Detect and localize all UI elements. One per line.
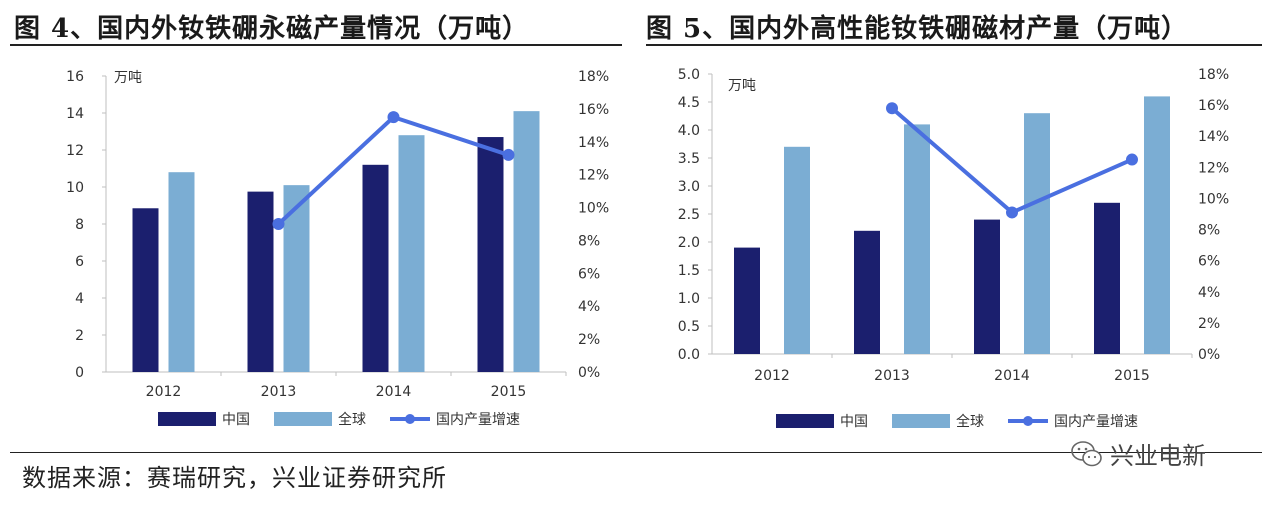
bar-china xyxy=(477,137,504,372)
y-tick-label-left: 0.5 xyxy=(678,319,700,335)
title-underline-left xyxy=(10,44,622,46)
legend-global-swatch xyxy=(274,412,332,426)
y-tick-label-left: 3.5 xyxy=(678,151,700,167)
legend-china-swatch xyxy=(776,414,834,428)
watermark: 兴业电新 xyxy=(1070,436,1206,471)
y-tick-label-right: 2% xyxy=(578,332,600,348)
bar-global xyxy=(784,146,810,354)
growth-point xyxy=(1006,206,1018,219)
y-tick-label-left: 2 xyxy=(75,328,84,344)
unit-label: 万吨 xyxy=(728,78,756,94)
x-category-label: 2012 xyxy=(146,384,182,400)
y-tick-label-right: 8% xyxy=(578,233,600,249)
y-tick-label-right: 12% xyxy=(578,168,609,184)
bar-china xyxy=(247,191,274,372)
bar-global xyxy=(168,172,195,372)
y-tick-label-left: 8 xyxy=(75,217,84,233)
figure-5-title: 图 5、国内外高性能钕铁硼磁材产量（万吨） xyxy=(646,14,1189,44)
bar-china xyxy=(1094,202,1120,354)
y-tick-label-right: 14% xyxy=(578,135,609,151)
y-tick-label-left: 2.0 xyxy=(678,235,700,251)
bar-china xyxy=(854,230,880,354)
data-source-note: 数据来源：赛瑞研究，兴业证券研究所 xyxy=(22,464,447,492)
chart-figure-5: 0.0 0.5 1.0 1.5 2.0 2.5 3.0 3.5 4.0 4.5 5.0 0% 2% 4% 6… xyxy=(646,52,1262,450)
wechat-icon xyxy=(1071,440,1102,466)
y-tick-label-right: 6% xyxy=(578,266,600,282)
y-tick-label-left: 0 xyxy=(75,365,84,381)
y-tick-label-right: 12% xyxy=(1198,160,1229,176)
legend-china-label: 中国 xyxy=(840,414,868,430)
x-category-label: 2013 xyxy=(874,368,910,384)
bar-global xyxy=(1024,113,1050,354)
y-tick-label-left: 4 xyxy=(75,291,84,307)
figure-4-title: 图 4、国内外钕铁硼永磁产量情况（万吨） xyxy=(14,14,530,44)
y-tick-label-left: 12 xyxy=(66,143,84,159)
y-tick-label-left: 3.0 xyxy=(678,179,700,195)
x-category-label: 2014 xyxy=(994,368,1030,384)
y-tick-label-left: 10 xyxy=(66,180,84,196)
x-category-label: 2012 xyxy=(754,368,790,384)
unit-label: 万吨 xyxy=(114,70,142,86)
growth-line xyxy=(277,114,510,226)
legend-global-label: 全球 xyxy=(956,413,984,430)
title-underline-right xyxy=(646,44,1262,46)
legend-growth-label: 国内产量增速 xyxy=(1054,414,1138,430)
growth-point xyxy=(1126,153,1138,166)
y-tick-label-left: 5.0 xyxy=(678,67,700,83)
x-category-label: 2013 xyxy=(261,384,297,400)
legend-china-label: 中国 xyxy=(222,412,250,428)
bar-global xyxy=(513,111,540,373)
bar-global xyxy=(1144,96,1170,355)
legend-growth-marker xyxy=(405,414,415,424)
x-category-label: 2015 xyxy=(491,384,527,400)
growth-point xyxy=(272,218,285,230)
y-tick-label-right: 0% xyxy=(578,365,600,381)
y-tick-label-right: 4% xyxy=(578,299,600,315)
chart-figure-4: 0 2 4 6 8 10 12 14 16 0% 2% 4% 6% 8% 10% 12% 14% 16% 18% 万吨… xyxy=(10,52,622,450)
growth-point xyxy=(886,102,898,115)
y-tick-label-right: 10% xyxy=(578,201,609,217)
bar-china xyxy=(362,164,389,372)
legend-growth-marker xyxy=(1023,416,1033,426)
legend-global-swatch xyxy=(892,414,950,428)
bar-china xyxy=(132,208,159,372)
growth-point xyxy=(387,111,400,124)
y-tick-label-right: 18% xyxy=(1198,67,1229,83)
y-tick-label-left: 14 xyxy=(66,106,84,122)
y-tick-label-right: 16% xyxy=(1198,98,1229,114)
x-category-label: 2015 xyxy=(1114,368,1150,384)
y-tick-label-right: 0% xyxy=(1198,347,1220,363)
x-category-label: 2014 xyxy=(376,384,412,400)
y-tick-label-left: 6 xyxy=(75,254,84,270)
y-tick-label-right: 8% xyxy=(1198,223,1220,239)
y-tick-label-left: 1.5 xyxy=(678,263,700,279)
y-tick-label-right: 16% xyxy=(578,102,609,118)
y-tick-label-left: 16 xyxy=(66,69,84,85)
y-tick-label-left: 4.5 xyxy=(678,95,700,111)
watermark-text: 兴业电新 xyxy=(1110,442,1206,470)
y-tick-label-left: 1.0 xyxy=(678,291,700,307)
chart-svg-figure-5: 0.0 0.5 1.0 1.5 2.0 2.5 3.0 3.5 4.0 4.5 5.0 0% 2% 4% 6… xyxy=(678,67,1229,430)
growth-point xyxy=(502,148,515,161)
legend-growth-label: 国内产量增速 xyxy=(436,412,520,428)
source-separator-line xyxy=(10,452,1262,453)
y-tick-label-right: 4% xyxy=(1198,285,1220,301)
bar-china xyxy=(734,247,760,354)
bar-global xyxy=(904,124,930,355)
y-tick-label-right: 10% xyxy=(1198,191,1229,207)
chart-svg-figure-4: 0 2 4 6 8 10 12 14 16 0% 2% 4% 6% 8% 10% 12% 14% 16% 18% 万吨… xyxy=(66,69,609,428)
y-tick-label-right: 6% xyxy=(1198,254,1220,270)
legend-global-label: 全球 xyxy=(338,411,366,428)
y-tick-label-right: 2% xyxy=(1198,316,1220,332)
y-tick-label-right: 14% xyxy=(1198,129,1229,145)
bar-global xyxy=(398,135,425,372)
y-tick-label-right: 18% xyxy=(578,69,609,85)
y-tick-label-left: 2.5 xyxy=(678,207,700,223)
y-tick-label-left: 4.0 xyxy=(678,123,700,139)
y-tick-label-left: 0.0 xyxy=(678,347,700,363)
bar-china xyxy=(974,219,1000,354)
legend-china-swatch xyxy=(158,412,216,426)
